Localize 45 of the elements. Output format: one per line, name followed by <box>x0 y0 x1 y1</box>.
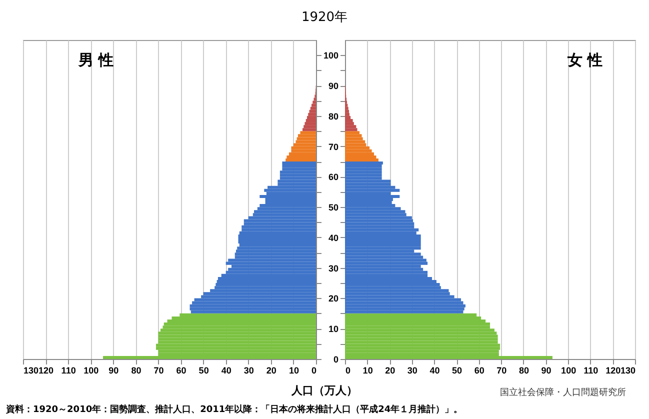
y-tick-label: 60 <box>328 172 338 182</box>
y-tick-label: 80 <box>328 111 338 122</box>
x-tick-label: 80 <box>131 366 142 376</box>
x-tick-label: 120 <box>38 366 54 376</box>
y-tick-label: 0 <box>333 354 338 364</box>
text: 国立社会保障・人口問題研究所 <box>500 386 626 399</box>
x-tick-label: 50 <box>452 366 462 376</box>
x-tick-label: 70 <box>154 366 164 376</box>
x-tick-label: 30 <box>407 366 418 376</box>
x-tick-label: 130 <box>620 366 636 376</box>
x-tick-label: 110 <box>584 366 598 376</box>
x-tick-label: 120 <box>606 366 621 376</box>
x-tick-label: 0 <box>346 366 351 376</box>
x-axis-title: 人口（万人） <box>292 384 358 397</box>
x-tick-label: 90 <box>108 366 119 376</box>
text: 女 性 <box>566 51 603 69</box>
y-tick-label: 30 <box>328 263 338 274</box>
x-tick-label: 60 <box>176 366 186 376</box>
x-tick-label: 70 <box>496 366 507 376</box>
y-tick-label: 40 <box>328 232 338 243</box>
x-tick-label: 30 <box>244 366 254 376</box>
chart-title: 1920年 <box>300 9 349 26</box>
y-tick-label: 50 <box>328 202 338 213</box>
x-tick-label: 110 <box>61 366 76 376</box>
y-tick-label: 90 <box>328 81 338 92</box>
x-tick-label: 40 <box>221 366 232 376</box>
y-tick-label: 70 <box>328 142 338 152</box>
x-tick-label: 90 <box>541 366 552 376</box>
x-tick-label: 40 <box>430 366 440 376</box>
x-tick-label: 20 <box>385 366 396 376</box>
x-tick-label: 20 <box>266 366 276 376</box>
y-tick-label: 20 <box>328 294 338 304</box>
x-tick-label: 50 <box>198 366 209 376</box>
text: 男 性 <box>77 51 114 69</box>
x-tick-label: 10 <box>362 366 373 376</box>
x-tick-label: 60 <box>474 366 484 376</box>
y-tick-label: 100 <box>323 50 338 61</box>
x-tick-label: 100 <box>561 366 576 376</box>
x-tick-label: 10 <box>288 366 299 376</box>
x-tick-label: 130 <box>24 366 39 376</box>
x-tick-label: 0 <box>311 366 316 376</box>
text: 資料：1920～2010年：国勢調査、推計人口、2011年以降：「日本の将来推計人口（平成24年１月推計）」。 <box>6 403 463 416</box>
x-tick-label: 100 <box>84 366 99 376</box>
x-tick-label: 80 <box>518 366 529 376</box>
y-tick-label: 10 <box>328 324 338 334</box>
